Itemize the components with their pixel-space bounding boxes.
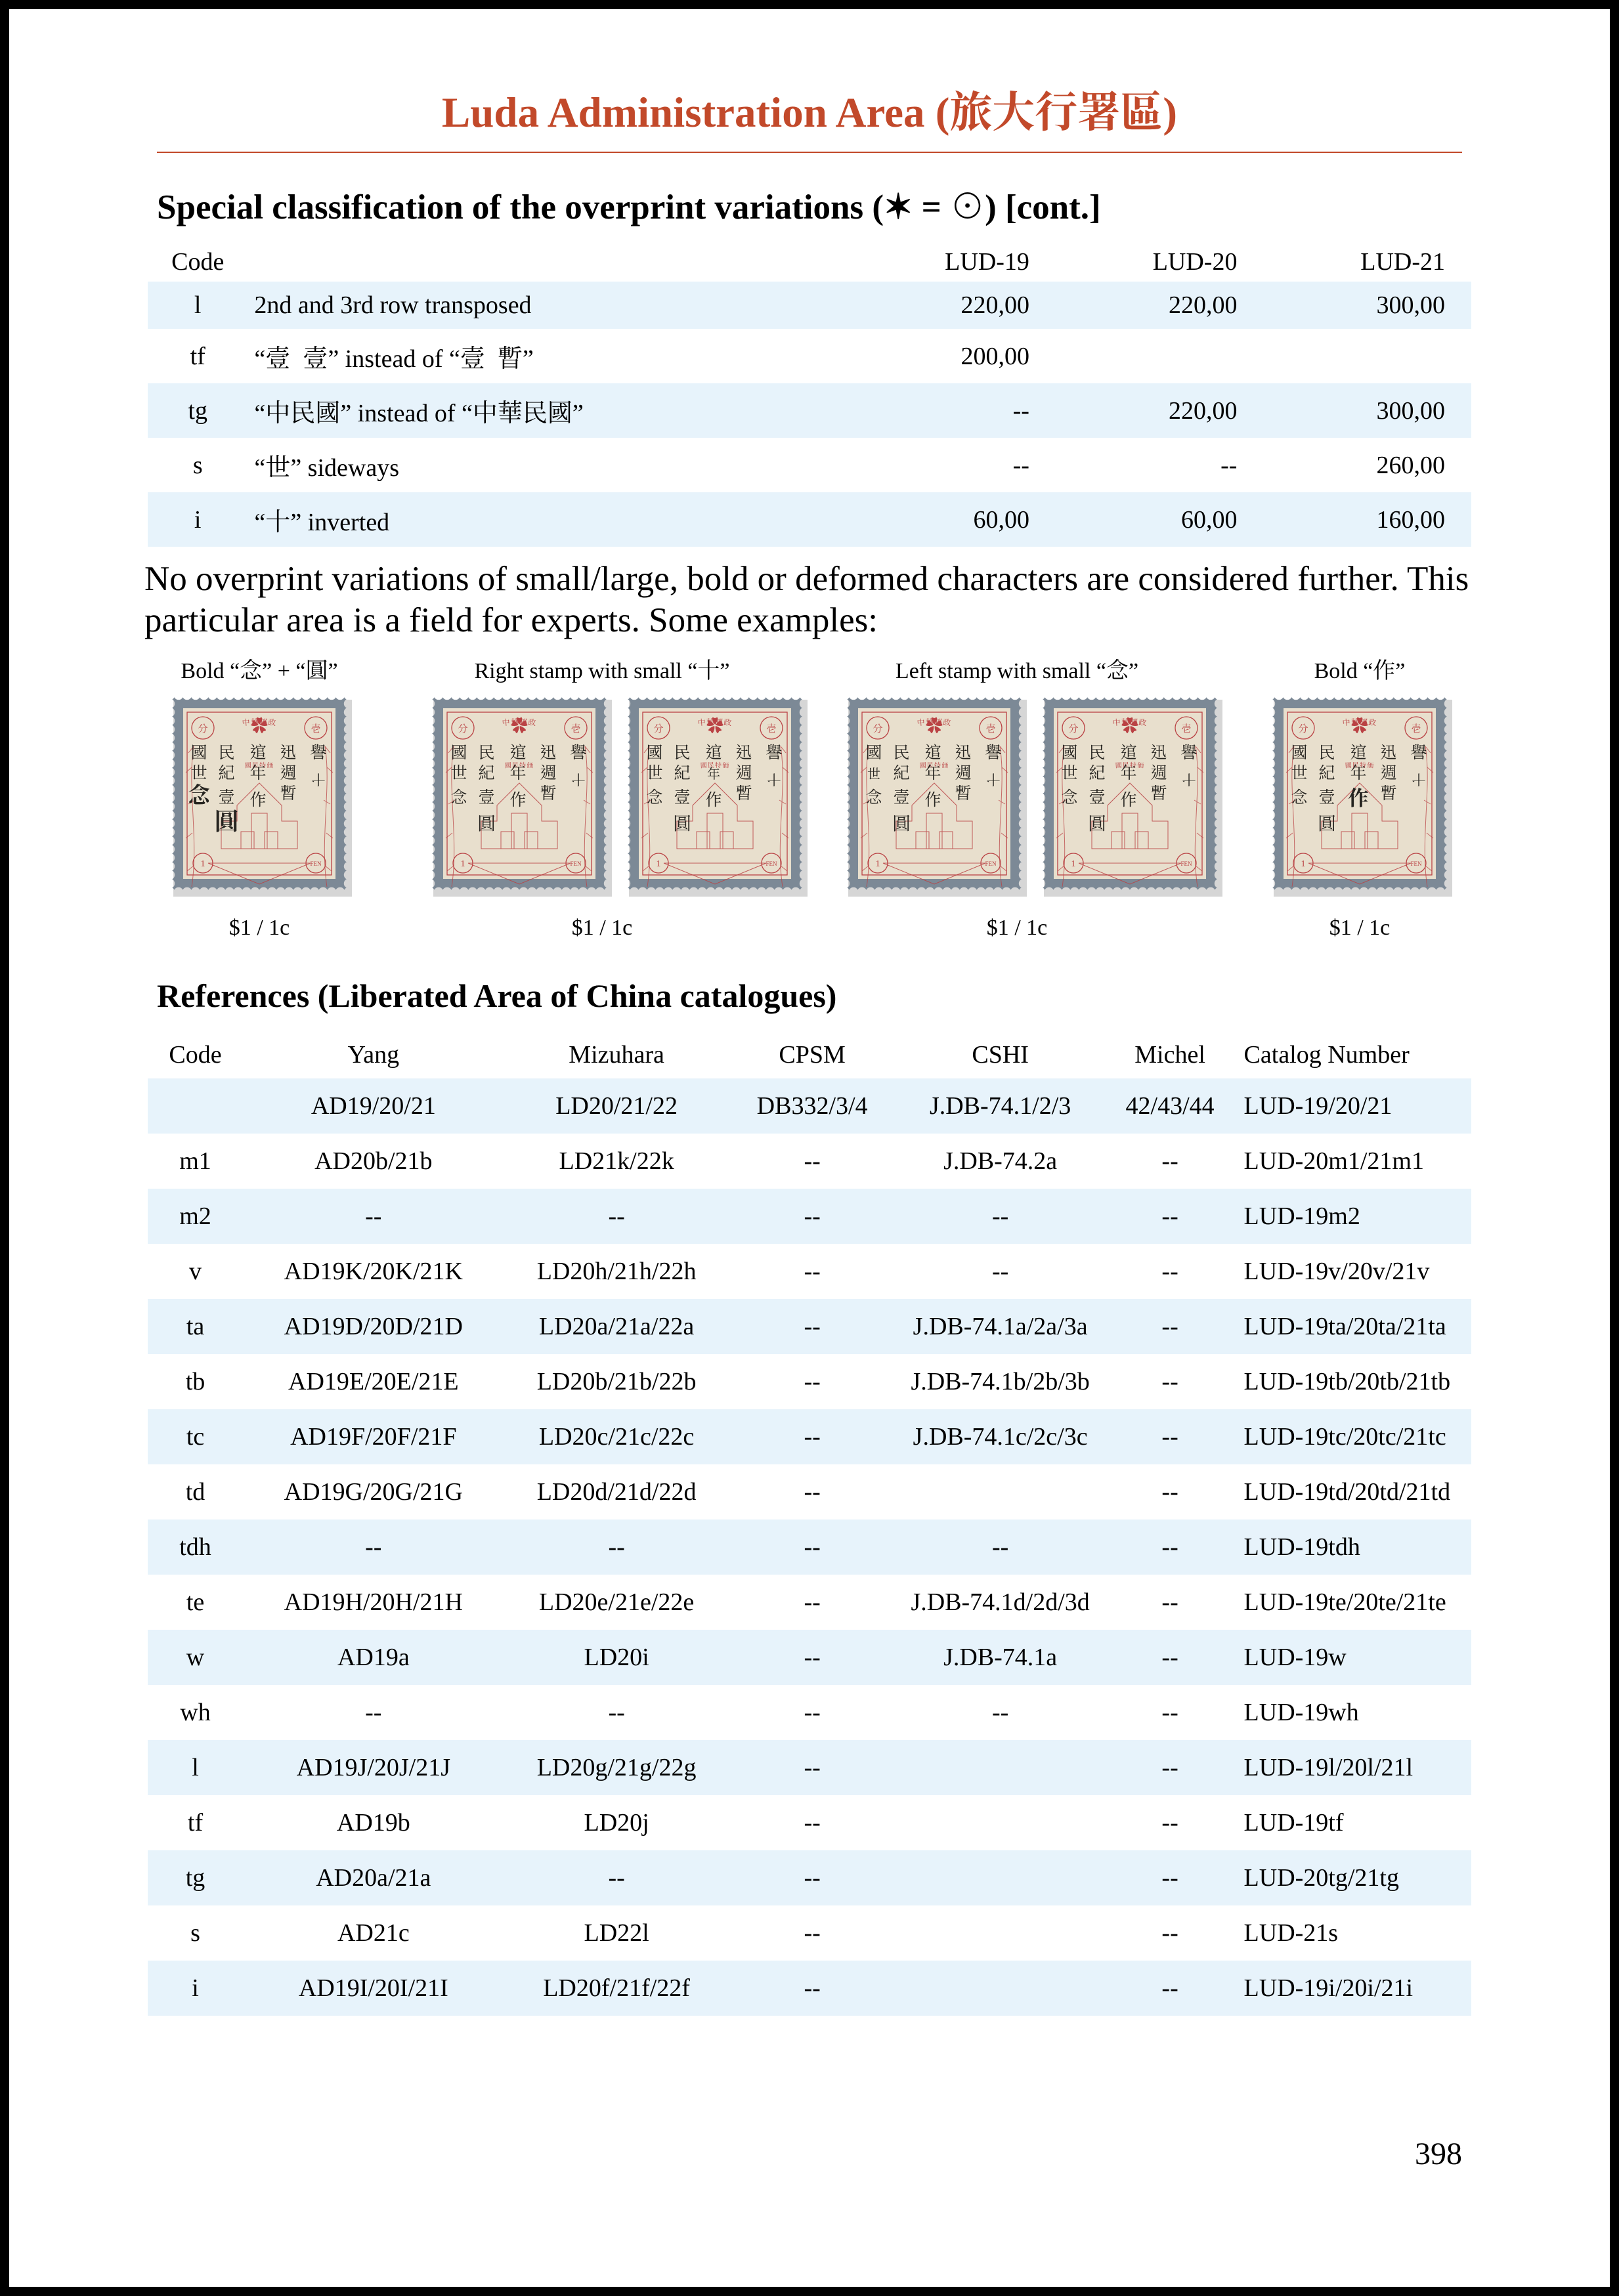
svg-text:紀: 紀	[478, 760, 494, 784]
svg-text:十: 十	[986, 770, 1000, 790]
svg-text:作: 作	[509, 787, 526, 811]
svg-text:壹: 壹	[1318, 784, 1335, 808]
svg-text:暫: 暫	[1150, 780, 1167, 804]
svg-text:譽: 譽	[985, 740, 1001, 763]
svg-text:年: 年	[924, 760, 941, 784]
svg-text:FEN: FEN	[570, 861, 582, 867]
svg-text:十: 十	[767, 770, 781, 790]
svg-text:作: 作	[1348, 782, 1368, 811]
svg-text:作: 作	[1120, 787, 1136, 811]
svg-text:分: 分	[1298, 721, 1308, 735]
svg-text:譽: 譽	[1410, 740, 1427, 763]
svg-text:分: 分	[653, 721, 663, 735]
svg-text:紀: 紀	[674, 760, 690, 784]
svg-text:念: 念	[1291, 784, 1307, 808]
svg-text:世: 世	[1291, 760, 1307, 784]
svg-text:圓: 圓	[1318, 809, 1336, 835]
svg-text:壱: 壱	[571, 721, 580, 735]
svg-text:年: 年	[509, 760, 526, 784]
svg-text:譽: 譽	[570, 740, 586, 763]
svg-text:世: 世	[450, 760, 467, 784]
svg-text:1: 1	[657, 859, 661, 869]
svg-text:念: 念	[865, 784, 882, 808]
svg-text:分: 分	[1068, 721, 1078, 735]
svg-text:紀: 紀	[218, 760, 234, 784]
svg-text:念: 念	[450, 784, 467, 808]
svg-text:暫: 暫	[735, 780, 752, 804]
svg-text:分: 分	[198, 721, 207, 735]
svg-text:壹: 壹	[1089, 784, 1105, 808]
svg-text:壱: 壱	[766, 721, 776, 735]
svg-text:譽: 譽	[766, 740, 782, 763]
svg-text:十: 十	[1182, 770, 1196, 790]
svg-text:壱: 壱	[311, 721, 320, 735]
svg-text:分: 分	[873, 721, 882, 735]
svg-text:世: 世	[646, 760, 662, 784]
svg-text:念: 念	[188, 777, 211, 809]
svg-text:念: 念	[1061, 784, 1077, 808]
svg-text:作: 作	[924, 787, 941, 811]
svg-text:年: 年	[1120, 760, 1136, 784]
svg-text:1: 1	[876, 859, 880, 869]
svg-text:念: 念	[646, 784, 662, 808]
svg-text:圓: 圓	[477, 809, 496, 835]
svg-text:紀: 紀	[893, 760, 909, 784]
svg-text:十: 十	[311, 770, 325, 790]
svg-text:國: 國	[865, 740, 882, 763]
svg-text:紀: 紀	[1089, 760, 1105, 784]
svg-text:世: 世	[867, 763, 880, 782]
svg-text:譽: 譽	[310, 740, 326, 763]
svg-text:世: 世	[1061, 760, 1077, 784]
svg-text:1: 1	[1071, 859, 1076, 869]
svg-text:圓: 圓	[673, 809, 691, 835]
svg-text:圓: 圓	[1088, 809, 1106, 835]
svg-text:壱: 壱	[985, 721, 995, 735]
svg-text:暫: 暫	[280, 780, 296, 804]
svg-text:FEN: FEN	[766, 861, 777, 867]
svg-text:暫: 暫	[1380, 780, 1396, 804]
svg-text:逭: 逭	[705, 740, 722, 763]
svg-text:壱: 壱	[1411, 721, 1421, 735]
svg-text:FEN: FEN	[985, 861, 997, 867]
svg-text:分: 分	[458, 721, 467, 735]
svg-text:年: 年	[249, 760, 266, 784]
svg-text:壹: 壹	[893, 784, 909, 808]
svg-text:壹: 壹	[674, 784, 690, 808]
svg-text:1: 1	[1301, 859, 1306, 869]
svg-text:十: 十	[571, 770, 585, 790]
svg-text:年: 年	[707, 763, 720, 782]
svg-text:暫: 暫	[540, 780, 556, 804]
svg-text:作: 作	[249, 787, 266, 811]
svg-text:FEN: FEN	[310, 861, 322, 867]
svg-text:壹: 壹	[478, 784, 494, 808]
svg-text:作: 作	[705, 787, 722, 811]
svg-text:FEN: FEN	[1180, 861, 1192, 867]
svg-text:年: 年	[1350, 760, 1366, 784]
svg-text:圓: 圓	[215, 803, 238, 837]
svg-text:圓: 圓	[892, 809, 911, 835]
svg-text:1: 1	[461, 859, 465, 869]
svg-text:紀: 紀	[1318, 760, 1335, 784]
svg-text:FEN: FEN	[1410, 861, 1422, 867]
svg-text:1: 1	[201, 859, 205, 869]
svg-text:十: 十	[1412, 770, 1425, 790]
svg-text:壱: 壱	[1181, 721, 1191, 735]
svg-text:暫: 暫	[955, 780, 971, 804]
svg-text:譽: 譽	[1180, 740, 1197, 763]
